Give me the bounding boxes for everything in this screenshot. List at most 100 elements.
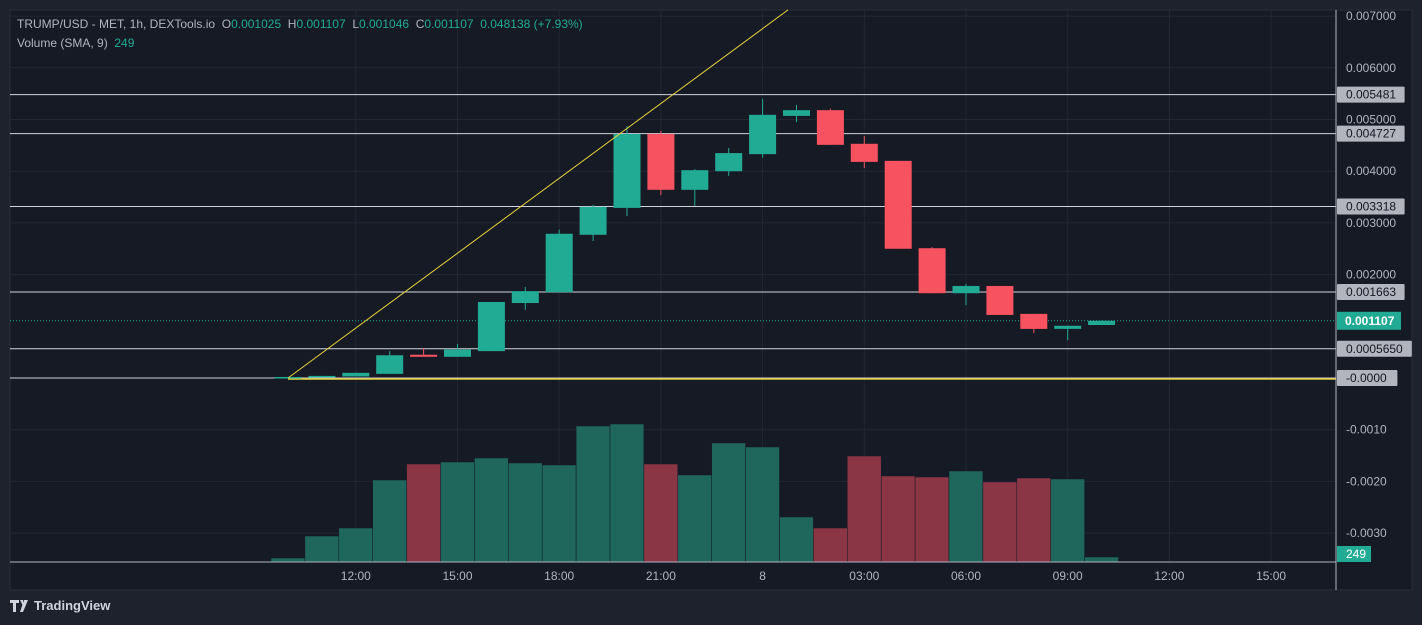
tradingview-logo[interactable]: TradingView (10, 598, 110, 613)
candle-down (816, 110, 844, 145)
level-price-tag (1337, 86, 1405, 103)
high-label: H (287, 17, 297, 31)
y-tick-label: 0.002000 (1346, 268, 1396, 282)
close-value: 0.001107 (424, 17, 474, 31)
x-tick-label: 21:00 (646, 569, 676, 583)
last-price-tag (1337, 311, 1401, 330)
volume-bar (1050, 478, 1085, 563)
volume-bar (813, 527, 848, 563)
candle-down (410, 354, 438, 357)
level-price-label: 0.003318 (1346, 199, 1396, 213)
x-tick-label: 03:00 (849, 569, 879, 583)
y-tick-label: 0.005000 (1346, 113, 1396, 127)
close-label: C (415, 17, 425, 31)
volume-bar (541, 464, 577, 563)
volume-indicator-value: 249 (114, 36, 135, 50)
level-price-label: 0.001663 (1346, 285, 1396, 299)
symbol-title[interactable]: TRUMP/USD - MET, 1h, DEXTools.io (17, 17, 216, 31)
candle-down (1020, 313, 1048, 329)
low-value: 0.001046 (359, 17, 410, 31)
candle-up (579, 206, 607, 235)
candle-up (477, 302, 505, 352)
y-tick-label: -0.0030 (1346, 526, 1387, 540)
volume-bar (914, 476, 950, 563)
x-tick-label: 12:00 (1154, 569, 1184, 583)
trendline[interactable] (287, 9, 789, 379)
level-price-tag (1337, 198, 1405, 215)
y-tick-label: -0.0020 (1346, 474, 1387, 488)
volume-bar (880, 475, 916, 563)
candle-down (647, 133, 675, 190)
volume-bar (609, 423, 645, 563)
volume-bar (474, 457, 509, 563)
x-tick-label: 09:00 (1053, 569, 1083, 583)
chart-legend: TRUMP/USD - MET, 1h, DEXTools.io O 0.0010… (17, 15, 583, 53)
y-tick-label: -0.0010 (1346, 423, 1387, 437)
volume-bar (1084, 556, 1119, 563)
volume-row: Volume (SMA, 9) 249 (17, 34, 583, 53)
candle-down (918, 248, 946, 294)
level-price-tag (1337, 284, 1405, 301)
y-tick-label: 0.003000 (1346, 216, 1396, 230)
volume-bar (745, 446, 780, 563)
volume-indicator-title[interactable]: Volume (SMA, 9) (17, 36, 108, 50)
volume-bar (304, 535, 340, 563)
volume-bar (948, 470, 984, 563)
x-tick-label: 12:00 (341, 569, 371, 583)
candle-down (850, 143, 878, 162)
candle-down (986, 285, 1014, 315)
candle-up (342, 372, 370, 377)
horizontal-levels[interactable] (10, 94, 1336, 380)
volume-bar (711, 442, 746, 563)
open-label: O (221, 17, 232, 31)
x-tick-label: 15:00 (1256, 569, 1286, 583)
level-price-tag (1337, 340, 1412, 357)
last-price-label: 0.001107 (1345, 314, 1395, 328)
candle-up (783, 110, 810, 116)
y-tick-label: 0.004000 (1346, 164, 1396, 178)
price-axis[interactable]: 0.007000 0.006000 0.005000 0.004000 0.003000… (1337, 9, 1412, 562)
volume-value-label: 249 (1346, 547, 1366, 561)
level-price-tag (1337, 125, 1405, 142)
time-axis[interactable]: 12:00 15:00 18:00 21:00 8 03:00 06:00 09:00 12:0… (341, 569, 1287, 583)
level-price-label: 0.004727 (1346, 127, 1396, 141)
candle-up (613, 133, 641, 208)
volume-bar (1016, 477, 1051, 563)
level-price-tag (1337, 370, 1398, 386)
candle-up (308, 375, 336, 378)
y-tick-label: 0.006000 (1346, 61, 1396, 75)
candle-down (884, 160, 912, 249)
x-tick-label: 15:00 (442, 569, 472, 583)
volume-bar (677, 474, 712, 563)
candle-up (444, 349, 471, 357)
candle-up (1054, 325, 1082, 329)
candle-up (749, 114, 777, 155)
change-value: 0.048138 (+7.93%) (480, 17, 583, 31)
volume-bar (440, 461, 475, 563)
volume-bar (643, 463, 679, 563)
x-tick-label: 06:00 (951, 569, 981, 583)
candle-up (376, 355, 404, 374)
volume-bar (847, 455, 882, 563)
candle-up (681, 170, 709, 190)
volume-value-tag (1337, 546, 1371, 562)
x-tick-label: 18:00 (544, 569, 574, 583)
volume-bar (406, 463, 441, 563)
candles (274, 98, 1116, 379)
symbol-row: TRUMP/USD - MET, 1h, DEXTools.io O 0.0010… (17, 15, 583, 34)
volume-bars (270, 423, 1119, 563)
volume-bar (575, 425, 611, 563)
brand-name: TradingView (34, 598, 111, 613)
volume-bar (779, 516, 814, 563)
volume-bar (372, 479, 407, 563)
candle-up (952, 285, 980, 294)
x-tick-label: 8 (759, 569, 766, 583)
high-value: 0.001107 (296, 17, 346, 31)
level-price-label: -0.0000 (1346, 371, 1387, 385)
volume-bar (270, 557, 306, 563)
candle-up (545, 233, 573, 293)
candle-up (511, 291, 539, 304)
volume-bar (508, 462, 543, 563)
candle-up (715, 153, 743, 172)
